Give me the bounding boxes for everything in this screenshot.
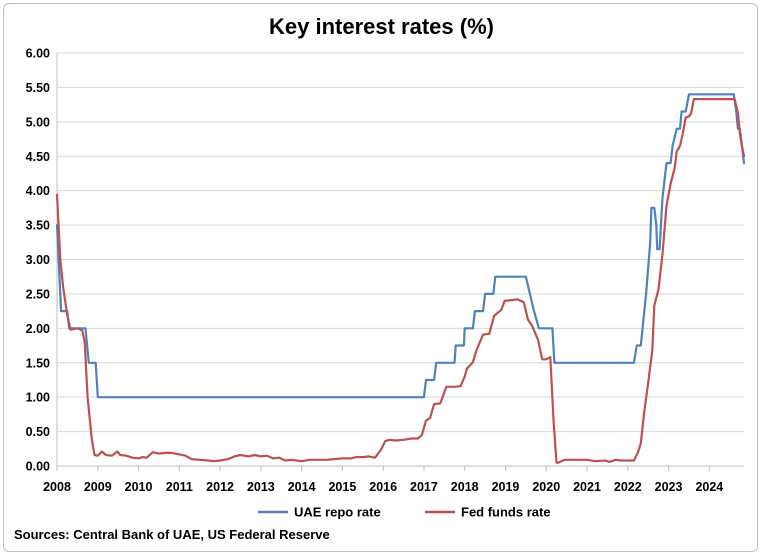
legend-label-2: Fed funds rate bbox=[461, 505, 551, 520]
legend-label-1: UAE repo rate bbox=[294, 505, 381, 520]
y-tick-label: 3.50 bbox=[26, 219, 50, 233]
y-tick-label: 0.50 bbox=[26, 425, 50, 439]
source-note: Sources: Central Bank of UAE, US Federal… bbox=[14, 527, 330, 542]
x-tick-label: 2020 bbox=[532, 480, 560, 494]
x-axis: 2008 2009 2010 2011 2012 2013 2014 2015 2016 2017… bbox=[43, 465, 744, 494]
legend: UAE repo rate Fed funds rate bbox=[258, 505, 551, 520]
x-tick-label: 2024 bbox=[695, 480, 723, 494]
x-tick-label: 2019 bbox=[492, 480, 520, 494]
y-tick-label: 0.00 bbox=[26, 460, 50, 474]
x-tick-label: 2021 bbox=[573, 480, 601, 494]
x-tick-label: 2015 bbox=[328, 480, 356, 494]
y-tick-label: 1.50 bbox=[26, 356, 50, 370]
x-tick-label: 2013 bbox=[247, 480, 275, 494]
x-tick-label: 2012 bbox=[206, 480, 234, 494]
y-tick-label: 4.50 bbox=[26, 150, 50, 164]
x-tick-label: 2016 bbox=[369, 480, 397, 494]
x-tick-label: 2022 bbox=[614, 480, 642, 494]
y-tick-label: 2.00 bbox=[26, 322, 50, 336]
y-tick-label: 1.00 bbox=[26, 391, 50, 405]
x-tick-label: 2011 bbox=[166, 480, 193, 494]
series-lines bbox=[55, 93, 746, 464]
x-tick-label: 2008 bbox=[43, 480, 71, 494]
y-tick-label: 2.50 bbox=[26, 287, 50, 301]
x-tick-label: 2023 bbox=[655, 480, 683, 494]
series-line-1 bbox=[55, 93, 746, 399]
y-tick-label: 3.00 bbox=[26, 253, 50, 267]
y-tick-label: 5.50 bbox=[26, 81, 50, 95]
x-tick-label: 2009 bbox=[84, 480, 112, 494]
y-axis: 0.00 0.50 1.00 1.50 2.00 2.50 3.00 3.50 4.00 4.50… bbox=[26, 47, 58, 474]
x-tick-label: 2014 bbox=[288, 480, 316, 494]
grid-lines bbox=[57, 52, 744, 467]
x-tick-label: 2018 bbox=[451, 480, 479, 494]
y-tick-label: 4.00 bbox=[26, 184, 50, 198]
series-line-2 bbox=[55, 98, 746, 464]
chart-title: Key interest rates (%) bbox=[269, 14, 494, 39]
y-tick-label: 5.00 bbox=[26, 115, 50, 129]
x-tick-label: 2010 bbox=[125, 480, 153, 494]
y-tick-label: 6.00 bbox=[26, 47, 50, 61]
x-tick-label: 2017 bbox=[410, 480, 438, 494]
